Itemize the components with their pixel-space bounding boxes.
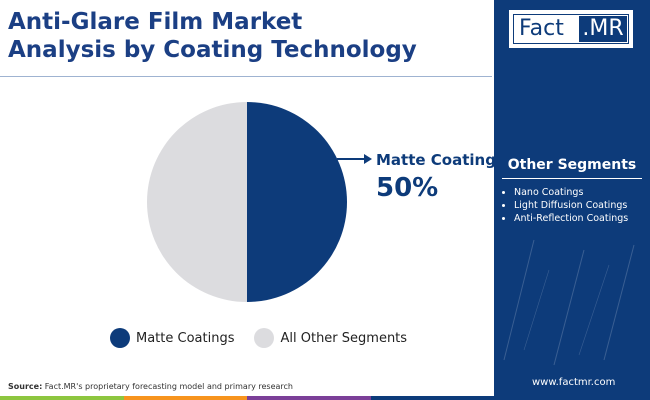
other-segments-title: Other Segments <box>502 152 642 179</box>
factmr-logo[interactable]: Fact .MR <box>509 10 633 48</box>
title-divider <box>0 76 492 77</box>
bottom-bar-blue <box>370 396 494 400</box>
chart-title-line1: Anti-Glare Film Market <box>8 9 303 35</box>
logo-text-mr: .MR <box>579 16 627 42</box>
bottom-color-bar <box>0 396 494 400</box>
callout-value: 50% <box>376 173 439 203</box>
source-prefix: Source: <box>8 382 43 391</box>
pie-slice-all-other-segments <box>147 102 247 302</box>
other-segments-list: Nano Coatings Light Diffusion Coatings A… <box>500 186 628 225</box>
logo-frame <box>513 14 629 44</box>
legend-item-other: All Other Segments <box>254 328 407 348</box>
chart-title-line2: Analysis by Coating Technology <box>8 37 417 63</box>
segment-item: Light Diffusion Coatings <box>514 199 628 212</box>
bottom-bar-orange <box>123 396 247 400</box>
sidebar-texture <box>503 239 635 366</box>
legend: Matte Coatings All Other Segments <box>110 327 427 349</box>
logo-text-fact: Fact <box>519 16 564 41</box>
callout-arrow <box>337 154 372 164</box>
bottom-bar-green <box>0 396 124 400</box>
legend-label-matte: Matte Coatings <box>136 330 235 346</box>
source-note: Source: Fact.MR's proprietary forecastin… <box>8 382 293 391</box>
legend-item-matte: Matte Coatings <box>110 328 234 348</box>
callout-label: Matte Coatings <box>376 151 505 169</box>
bottom-bar-purple <box>247 396 371 400</box>
source-text: Fact.MR's proprietary forecasting model … <box>42 382 294 391</box>
website-link[interactable]: www.factmr.com <box>532 377 616 388</box>
segment-item: Anti-Reflection Coatings <box>514 212 628 225</box>
pie-slice-matte-coatings <box>247 102 347 302</box>
sidebar: Fact .MR Other Segments Nano Coatings Li… <box>494 0 650 400</box>
legend-label-other: All Other Segments <box>280 330 408 346</box>
legend-swatch-matte <box>110 328 130 348</box>
segment-item: Nano Coatings <box>514 186 628 199</box>
chart-title: Anti-Glare Film Market Analysis by Coati… <box>8 8 488 64</box>
legend-swatch-other <box>254 328 275 348</box>
